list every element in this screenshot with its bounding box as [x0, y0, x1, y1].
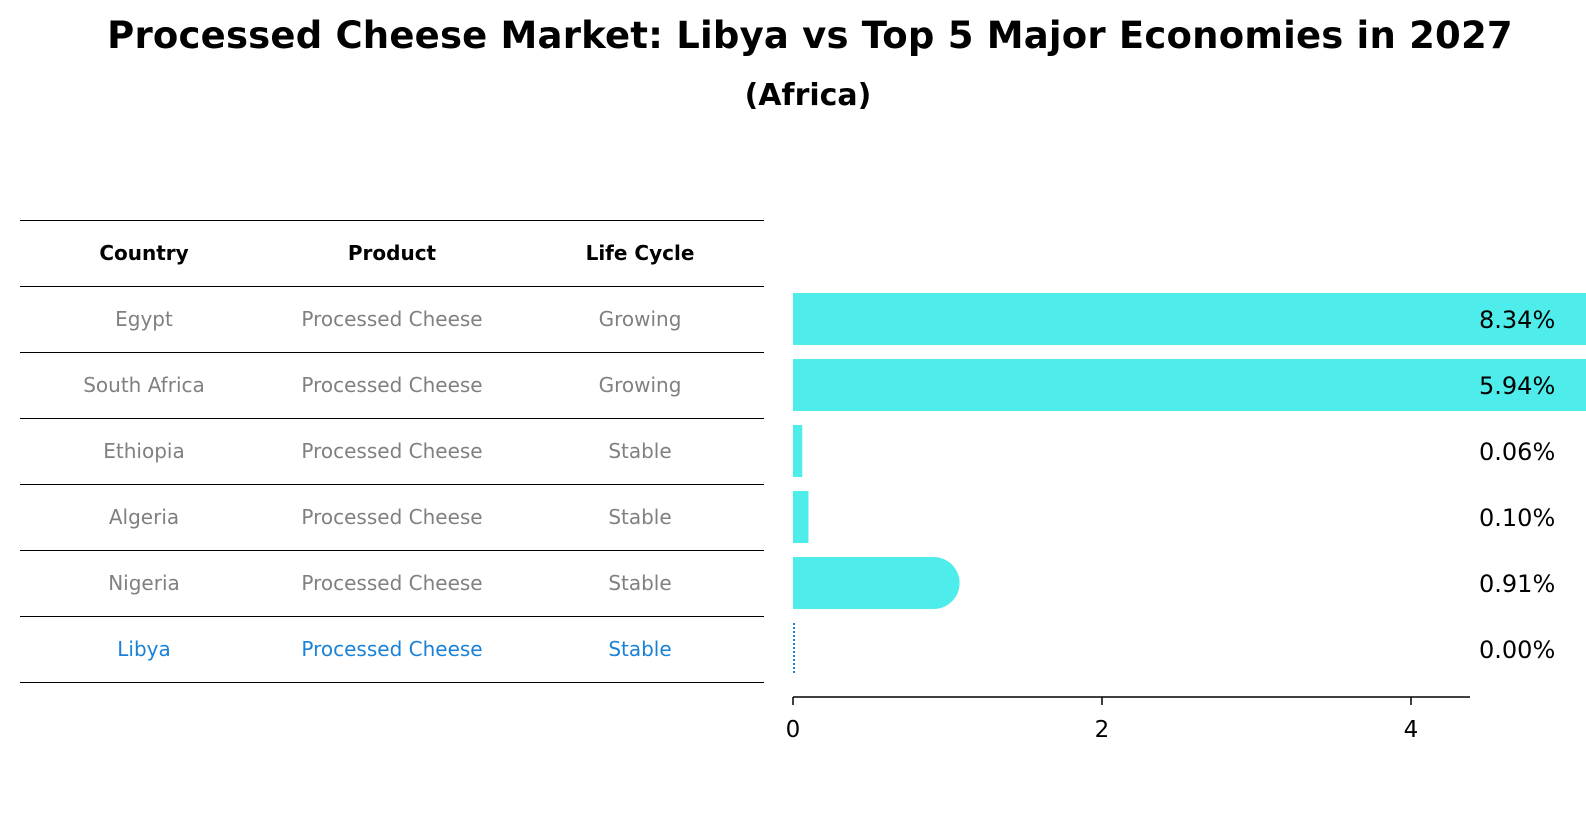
value-label-south-africa: 5.94% — [1479, 372, 1555, 400]
bar-south-africa — [793, 359, 1586, 411]
product-cell: Processed Cheese — [301, 307, 483, 331]
product-cell: Processed Cheese — [301, 439, 483, 463]
table-row: Algeria Processed Cheese Stable — [20, 484, 764, 550]
table-rule — [20, 352, 764, 353]
product-cell: Processed Cheese — [301, 505, 483, 529]
table-header-row: Country Product Life Cycle — [20, 220, 764, 286]
life-cycle-cell: Stable — [608, 637, 672, 661]
country-cell: South Africa — [83, 373, 205, 397]
table-rule — [20, 220, 764, 221]
value-label-libya: 0.00% — [1479, 636, 1555, 664]
product-cell: Processed Cheese — [301, 637, 483, 661]
life-cycle-cell: Growing — [598, 307, 682, 331]
header-life-cycle: Life Cycle — [585, 241, 695, 265]
table-row: South Africa Processed Cheese Growing — [20, 352, 764, 418]
table-row: Ethiopia Processed Cheese Stable — [20, 418, 764, 484]
chart-title: Processed Cheese Market: Libya vs Top 5 … — [107, 14, 1513, 57]
chart-subtitle: (Africa) — [744, 78, 872, 113]
country-cell: Egypt — [115, 307, 173, 331]
value-label-egypt: 8.34% — [1479, 306, 1555, 334]
country-cell: Algeria — [108, 505, 180, 529]
country-cell: Libya — [117, 637, 171, 661]
bar-algeria — [793, 491, 809, 543]
product-cell: Processed Cheese — [301, 373, 483, 397]
value-label-algeria: 0.10% — [1479, 504, 1555, 532]
value-label-nigeria: 0.91% — [1479, 570, 1555, 598]
country-cell: Ethiopia — [103, 439, 185, 463]
x-tick-label-2: 2 — [1095, 717, 1110, 743]
table-rule — [20, 682, 764, 683]
x-tick-label-0: 0 — [786, 717, 801, 743]
bar-nigeria — [793, 557, 960, 609]
table-rule — [20, 286, 764, 287]
table-rule — [20, 550, 764, 551]
bar-ethiopia — [793, 425, 803, 477]
header-country: Country — [99, 241, 189, 265]
table-rule — [20, 616, 764, 617]
life-cycle-cell: Stable — [608, 505, 672, 529]
bar-egypt — [793, 293, 1586, 345]
value-label-ethiopia: 0.06% — [1479, 438, 1555, 466]
header-product: Product — [347, 241, 437, 265]
product-cell: Processed Cheese — [301, 571, 483, 595]
x-tick-label-4: 4 — [1404, 717, 1419, 743]
life-cycle-cell: Stable — [608, 439, 672, 463]
table-row: Nigeria Processed Cheese Stable — [20, 550, 764, 616]
table-rule — [20, 418, 764, 419]
table-row: Egypt Processed Cheese Growing — [20, 286, 764, 352]
life-cycle-cell: Stable — [608, 571, 672, 595]
life-cycle-cell: Growing — [598, 373, 682, 397]
table-row-highlighted: Libya Processed Cheese Stable — [20, 616, 764, 682]
country-cell: Nigeria — [108, 571, 180, 595]
table-rule — [20, 484, 764, 485]
